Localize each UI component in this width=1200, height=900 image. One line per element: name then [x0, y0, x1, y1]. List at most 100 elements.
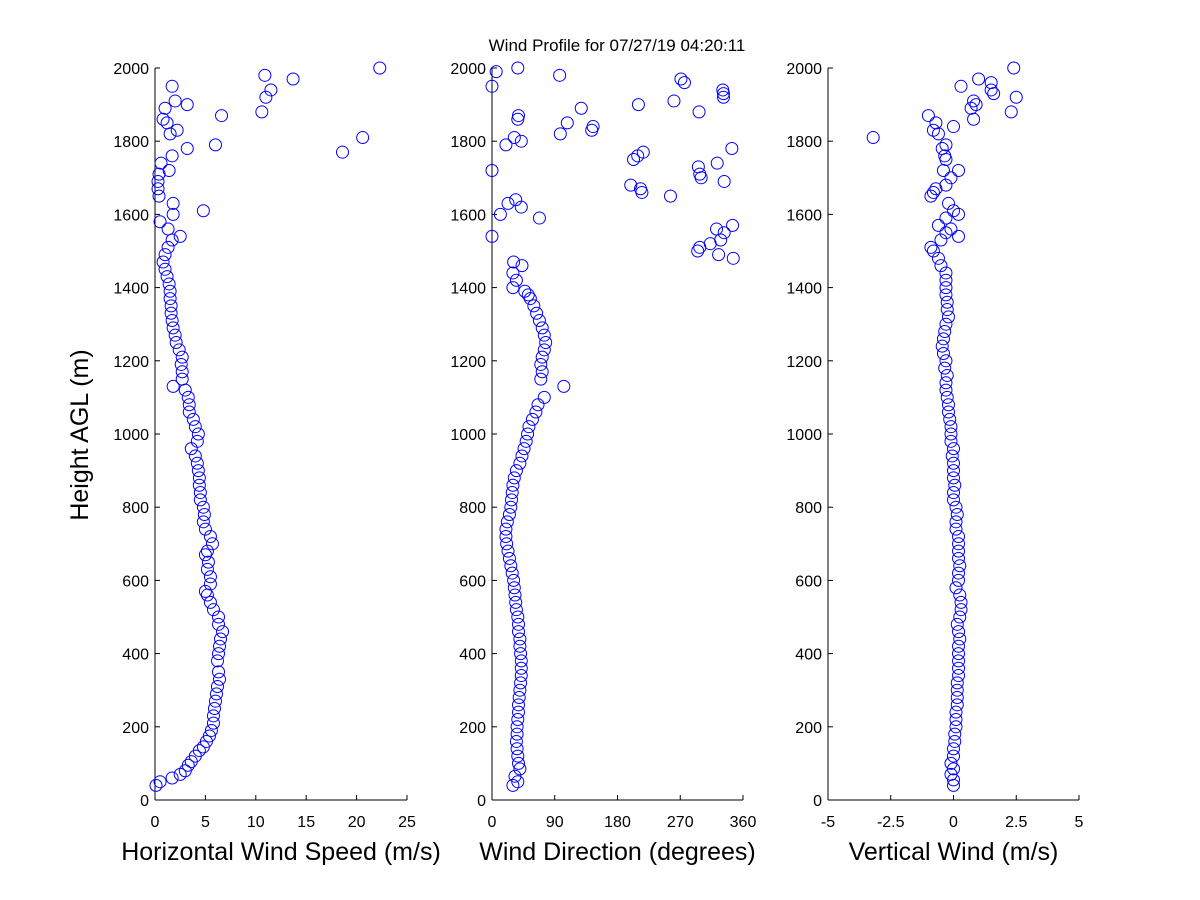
data-point — [952, 669, 966, 683]
data-point — [163, 284, 177, 298]
data-point — [949, 581, 963, 595]
data-point — [574, 101, 588, 115]
data-point — [499, 529, 513, 543]
data-point — [924, 240, 938, 254]
data-point — [512, 691, 526, 705]
y-tick-label: 1000 — [786, 427, 822, 444]
data-point — [984, 76, 998, 90]
data-point — [950, 691, 964, 705]
data-point — [950, 617, 964, 631]
x-axis-label-wind-direction: Wind Direction (degrees) — [479, 838, 756, 866]
data-point — [166, 379, 180, 393]
data-point — [939, 383, 953, 397]
data-point — [929, 116, 943, 130]
y-tick-label: 800 — [459, 500, 486, 517]
data-point — [193, 486, 207, 500]
data-point — [941, 405, 955, 419]
data-point — [934, 233, 948, 247]
data-point — [259, 90, 273, 104]
data-point — [952, 654, 966, 668]
data-point — [947, 762, 960, 776]
data-point — [949, 720, 963, 734]
data-point — [866, 131, 880, 145]
data-point — [169, 336, 183, 349]
data-point — [939, 211, 953, 225]
data-point — [947, 204, 960, 218]
data-point — [191, 464, 205, 478]
data-point — [206, 716, 220, 730]
data-point — [522, 420, 536, 434]
data-point — [949, 515, 963, 529]
data-point — [945, 449, 959, 463]
data-point — [515, 449, 529, 463]
x-tick-label: 10 — [247, 814, 265, 831]
data-point — [206, 603, 220, 617]
data-point — [926, 185, 940, 199]
y-tick-label: 1000 — [113, 427, 149, 444]
data-point — [939, 281, 953, 295]
data-point — [953, 610, 967, 624]
data-point — [939, 317, 953, 331]
data-point — [518, 284, 532, 298]
y-axis-label: Height AGL (m) — [66, 349, 94, 520]
data-point — [216, 625, 230, 639]
data-point — [947, 749, 960, 763]
data-point — [258, 68, 272, 82]
data-point — [636, 145, 650, 159]
data-point — [535, 350, 549, 364]
data-point — [521, 427, 535, 441]
data-point — [634, 182, 648, 196]
y-tick-label: 1200 — [113, 354, 149, 371]
data-point — [939, 354, 953, 368]
data-point — [163, 292, 177, 306]
data-point — [180, 98, 194, 112]
data-point — [534, 372, 548, 386]
data-point — [151, 174, 165, 188]
data-point — [952, 537, 966, 551]
data-point — [935, 142, 949, 156]
data-point — [948, 734, 962, 748]
data-point — [949, 712, 963, 726]
data-point — [926, 123, 940, 137]
data-point — [210, 654, 224, 668]
y-tick-label: 800 — [122, 500, 149, 517]
data-point — [537, 328, 551, 342]
y-tick-label: 1600 — [113, 207, 149, 224]
data-point — [182, 405, 196, 419]
data-point — [205, 537, 219, 551]
y-tick-label: 0 — [477, 793, 486, 810]
y-tick-label: 1200 — [450, 354, 486, 371]
data-point — [505, 493, 519, 507]
data-point — [714, 233, 728, 247]
data-point — [149, 778, 163, 792]
data-point — [530, 306, 544, 320]
data-point — [947, 486, 960, 500]
data-point — [947, 120, 960, 134]
data-point — [165, 149, 179, 163]
data-point — [924, 189, 938, 203]
data-point — [160, 116, 174, 130]
data-point — [710, 156, 724, 170]
data-point — [514, 647, 528, 661]
data-point — [507, 131, 521, 145]
data-point — [537, 343, 551, 357]
panel-horizontal-wind-speed: 0 200 400 600 800 1000 1200 1400 1600 1800 2000 0 5 1… — [113, 61, 440, 866]
data-point — [158, 248, 172, 262]
data-point — [947, 442, 960, 456]
data-point — [510, 720, 524, 734]
y-tick-label: 2000 — [786, 61, 822, 78]
data-point — [952, 544, 966, 558]
data-point — [493, 207, 507, 221]
data-point — [165, 79, 179, 93]
data-point — [952, 573, 966, 587]
data-point — [1009, 90, 1023, 104]
data-point — [202, 729, 216, 743]
data-point — [507, 255, 521, 269]
data-point — [940, 390, 954, 404]
data-point — [504, 559, 518, 573]
y-tick-label: 1400 — [450, 281, 486, 298]
x-tick-label: 0 — [488, 814, 497, 831]
data-point — [196, 500, 210, 514]
data-point — [509, 273, 523, 287]
